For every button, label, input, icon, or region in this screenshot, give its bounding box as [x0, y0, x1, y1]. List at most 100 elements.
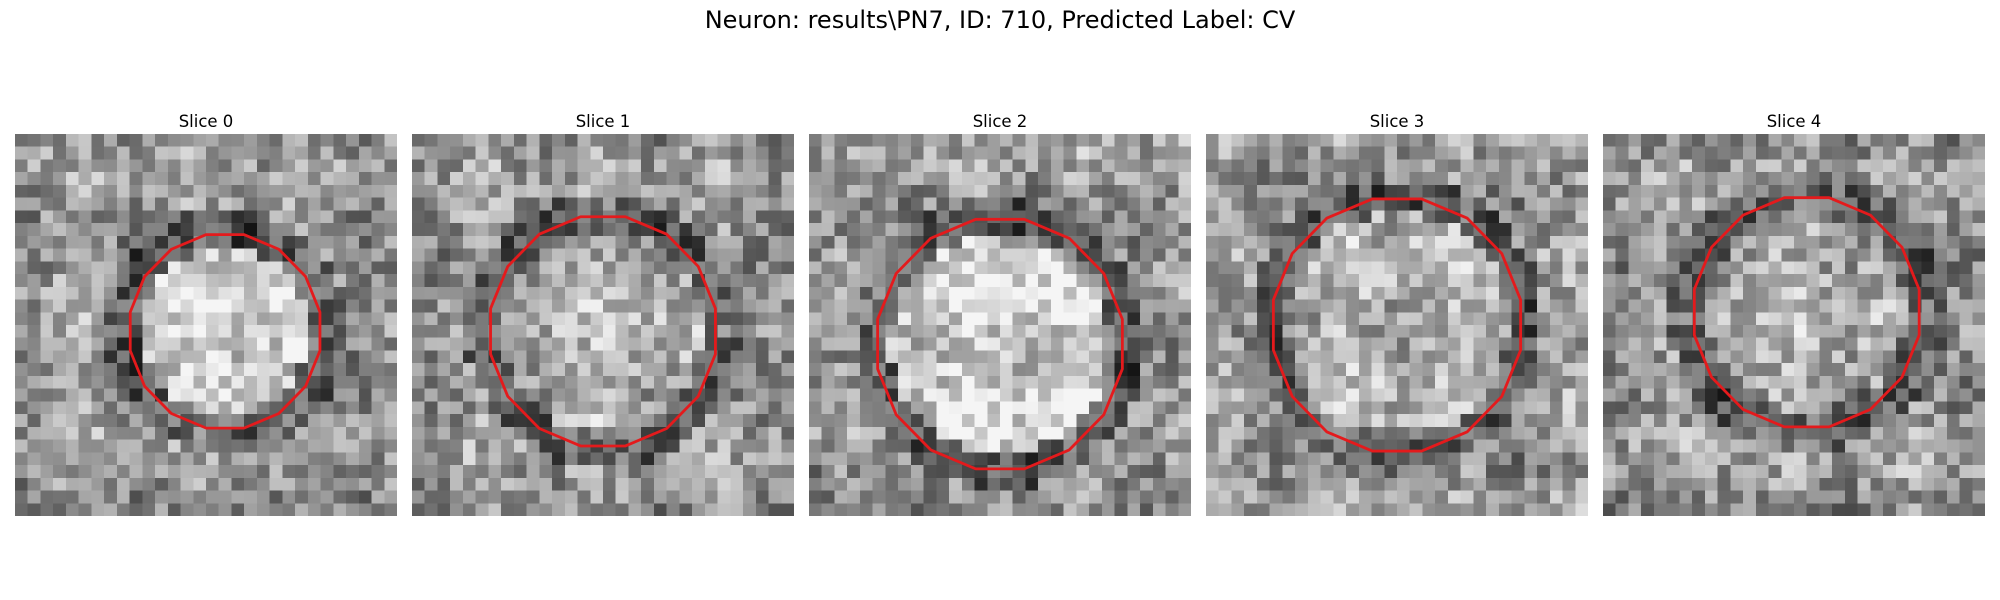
- image-pixel: [65, 274, 79, 288]
- image-pixel: [475, 465, 489, 479]
- image-pixel: [231, 274, 245, 288]
- image-pixel: [1946, 210, 1960, 224]
- image-pixel: [1307, 248, 1321, 262]
- image-pixel: [834, 274, 848, 288]
- image-pixel: [142, 197, 156, 211]
- image-pixel: [412, 363, 425, 377]
- image-pixel: [193, 299, 207, 313]
- image-pixel: [898, 325, 912, 338]
- image-pixel: [615, 274, 629, 288]
- image-pixel: [1050, 350, 1064, 364]
- image-pixel: [1666, 439, 1680, 453]
- image-pixel: [847, 477, 861, 491]
- image-pixel: [1730, 375, 1744, 389]
- image-pixel: [961, 159, 975, 173]
- image-pixel: [1127, 426, 1141, 440]
- image-pixel: [666, 312, 680, 326]
- image-pixel: [15, 337, 28, 351]
- image-pixel: [1473, 426, 1487, 440]
- image-pixel: [1358, 426, 1372, 440]
- image-pixel: [1460, 490, 1474, 504]
- image-pixel: [1152, 299, 1166, 313]
- image-pixel: [730, 477, 744, 491]
- image-pixel: [704, 401, 718, 415]
- image-pixel: [1575, 439, 1588, 453]
- image-pixel: [1435, 286, 1449, 300]
- image-pixel: [1883, 426, 1897, 440]
- image-pixel: [1755, 490, 1769, 504]
- image-pixel: [653, 350, 667, 364]
- image-pixel: [384, 261, 397, 275]
- image-pixel: [1152, 184, 1166, 198]
- image-pixel: [1603, 477, 1616, 491]
- image-pixel: [1038, 134, 1052, 147]
- image-pixel: [1717, 465, 1731, 479]
- image-pixel: [1819, 210, 1833, 224]
- image-pixel: [1679, 477, 1693, 491]
- image-pixel: [1152, 286, 1166, 300]
- image-pixel: [1178, 235, 1191, 249]
- image-pixel: [1447, 350, 1461, 364]
- image-pixel: [717, 146, 731, 160]
- image-pixel: [1628, 490, 1642, 504]
- image-pixel: [1038, 375, 1052, 389]
- image-pixel: [180, 197, 194, 211]
- image-pixel: [91, 388, 105, 402]
- image-pixel: [1575, 388, 1588, 402]
- image-pixel: [412, 210, 425, 224]
- image-pixel: [743, 134, 757, 147]
- image-pixel: [1076, 172, 1090, 186]
- image-pixel: [834, 210, 848, 224]
- image-pixel: [206, 159, 219, 173]
- image-pixel: [821, 350, 835, 364]
- image-pixel: [104, 465, 118, 479]
- image-pixel: [692, 477, 706, 491]
- image-pixel: [768, 452, 782, 466]
- image-pixel: [898, 465, 912, 479]
- image-pixel: [333, 248, 347, 262]
- image-pixel: [577, 286, 591, 300]
- image-pixel: [949, 210, 963, 224]
- image-pixel: [1895, 490, 1909, 504]
- image-pixel: [1844, 146, 1858, 160]
- image-pixel: [1140, 146, 1154, 160]
- image-pixel: [231, 337, 245, 351]
- image-pixel: [1165, 248, 1179, 262]
- image-pixel: [1460, 414, 1474, 428]
- image-pixel: [1473, 363, 1487, 377]
- image-pixel: [1537, 363, 1551, 377]
- image-pixel: [1562, 159, 1576, 173]
- image-pixel: [475, 223, 489, 237]
- image-pixel: [116, 210, 130, 224]
- image-pixel: [15, 223, 28, 237]
- image-pixel: [1908, 363, 1922, 377]
- image-pixel: [1397, 465, 1410, 479]
- image-pixel: [1743, 248, 1757, 262]
- image-pixel: [1127, 184, 1141, 198]
- image-pixel: [1615, 401, 1629, 415]
- image-pixel: [231, 159, 245, 173]
- image-pixel: [40, 210, 54, 224]
- image-pixel: [1269, 146, 1283, 160]
- image-pixel: [1486, 312, 1500, 326]
- image-pixel: [1498, 325, 1512, 338]
- image-pixel: [603, 452, 616, 466]
- image-pixel: [256, 172, 270, 186]
- image-pixel: [1498, 426, 1512, 440]
- image-pixel: [936, 184, 950, 198]
- image-pixel: [961, 325, 975, 338]
- image-pixel: [1743, 503, 1757, 516]
- image-pixel: [1908, 401, 1922, 415]
- image-pixel: [1844, 159, 1858, 173]
- image-pixel: [40, 159, 54, 173]
- image-pixel: [743, 490, 757, 504]
- image-pixel: [1101, 223, 1115, 237]
- image-pixel: [910, 134, 924, 147]
- image-pixel: [1895, 426, 1909, 440]
- image-pixel: [1934, 248, 1948, 262]
- image-pixel: [1346, 274, 1360, 288]
- image-pixel: [781, 350, 794, 364]
- image-pixel: [1206, 414, 1219, 428]
- image-pixel: [1218, 465, 1232, 479]
- image-pixel: [1692, 197, 1706, 211]
